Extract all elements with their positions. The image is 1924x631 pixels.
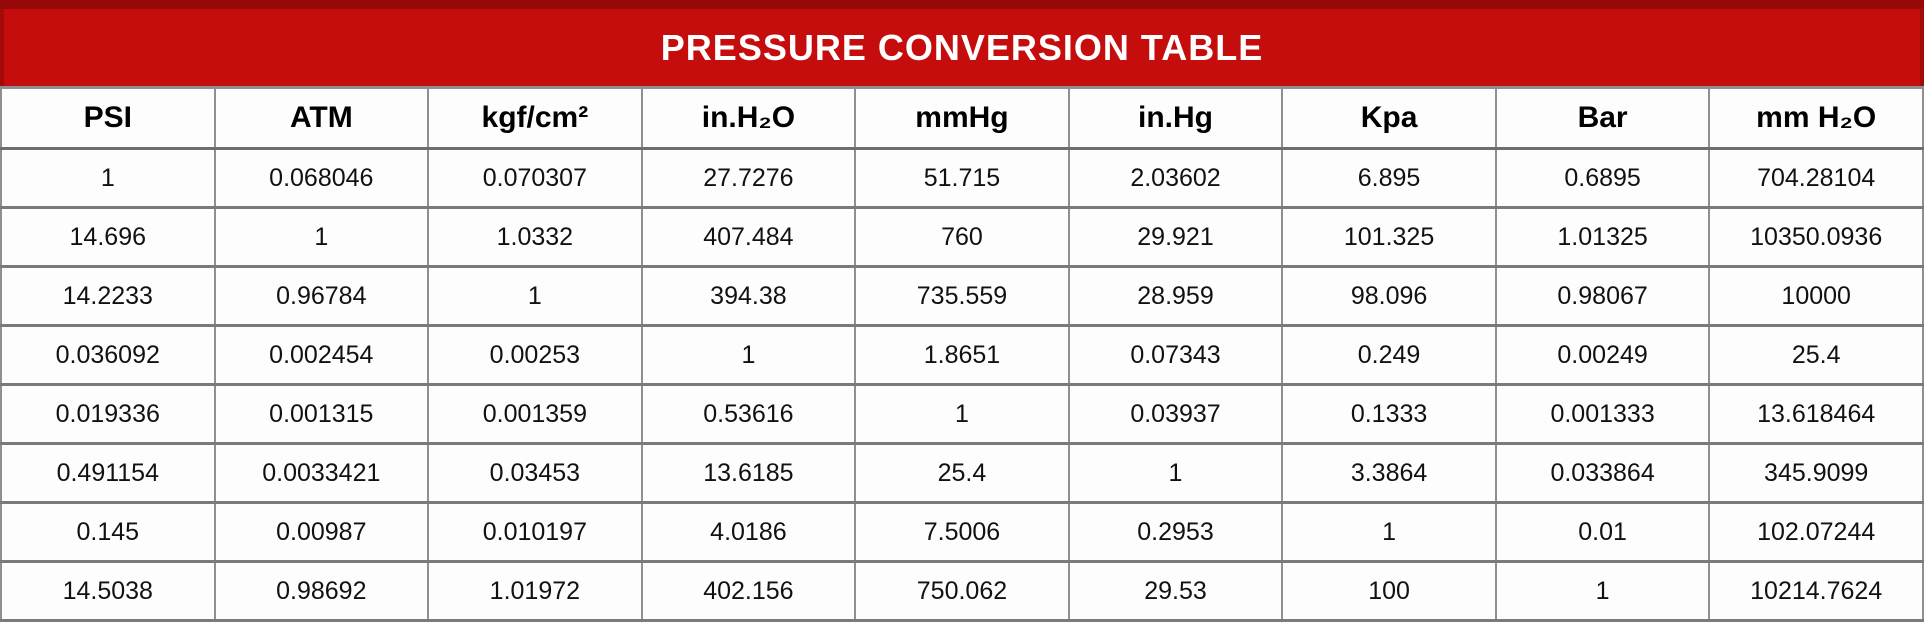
table-cell: 1.01325 [1494,207,1711,267]
table-cell: 14.696 [0,207,216,267]
table-cell: 0.00249 [1494,325,1711,385]
table-row: 0.491154 0.0033421 0.03453 13.6185 25.4 1 3.38… [0,443,1924,503]
table-cell: 25.4 [854,443,1070,503]
table-cell: 51.715 [854,148,1070,208]
table-cell: 1 [640,325,857,385]
table-cell: 0.002454 [213,325,430,385]
table-cell: 1.0332 [427,207,643,267]
table-cell: 0.07343 [1067,325,1284,385]
table-cell: 1 [1494,561,1711,621]
table-cell: 394.38 [640,266,857,326]
table-cell: 0.00987 [213,502,430,562]
table-cell: 2.03602 [1067,148,1284,208]
pressure-conversion-table: PSI ATM kgf/cm² in.H₂O mmHg in.Hg Kpa Bar mm H₂O… [0,86,1924,622]
table-cell: 3.3864 [1281,443,1497,503]
table-cell: 1 [854,384,1070,444]
table-cell: 1 [427,266,643,326]
table-cell: 0.1333 [1281,384,1497,444]
table-cell: 10350.0936 [1708,207,1924,267]
table-cell: 0.03937 [1067,384,1284,444]
table-cell: 1 [1281,502,1497,562]
table-cell: 14.2233 [0,266,216,326]
title-banner: PRESSURE CONVERSION TABLE [0,0,1924,86]
table-cell: 13.618464 [1708,384,1924,444]
table-cell: 25.4 [1708,325,1924,385]
table-cell: 0.036092 [0,325,216,385]
table-cell: 10000 [1708,266,1924,326]
table-cell: 10214.7624 [1708,561,1924,621]
table-cell: 0.033864 [1494,443,1711,503]
table-cell: 27.7276 [640,148,857,208]
table-cell: 0.96784 [213,266,430,326]
header-row: PSI ATM kgf/cm² in.H₂O mmHg in.Hg Kpa Bar mm H₂O [0,87,1924,149]
table-cell: 0.001333 [1494,384,1711,444]
column-header: PSI [0,87,216,149]
table-cell: 13.6185 [640,443,857,503]
table-cell: 0.019336 [0,384,216,444]
column-header: Bar [1494,87,1711,149]
table-cell: 735.559 [854,266,1070,326]
table-row: 0.019336 0.001315 0.001359 0.53616 1 0.03937 0… [0,384,1924,444]
column-header: mm H₂O [1708,87,1924,149]
column-header: ATM [213,87,430,149]
table-cell: 0.98067 [1494,266,1711,326]
table-cell: 0.145 [0,502,216,562]
table-cell: 0.010197 [427,502,643,562]
table-cell: 345.9099 [1708,443,1924,503]
table-cell: 704.28104 [1708,148,1924,208]
table-cell: 0.070307 [427,148,643,208]
table-cell: 0.001359 [427,384,643,444]
table-row: 14.696 1 1.0332 407.484 760 29.921 101.325 1.01… [0,207,1924,267]
column-header: mmHg [854,87,1070,149]
column-header: in.H₂O [640,87,857,149]
table-cell: 760 [854,207,1070,267]
column-header: in.Hg [1067,87,1284,149]
column-header: kgf/cm² [427,87,643,149]
table-cell: 0.53616 [640,384,857,444]
table-cell: 407.484 [640,207,857,267]
table-cell: 0.068046 [213,148,430,208]
table-cell: 0.2953 [1067,502,1284,562]
table-cell: 102.07244 [1708,502,1924,562]
table-cell: 402.156 [640,561,857,621]
table-row: 14.2233 0.96784 1 394.38 735.559 28.959 98.096… [0,266,1924,326]
table-cell: 0.491154 [0,443,216,503]
table-cell: 7.5006 [854,502,1070,562]
table-row: 0.145 0.00987 0.010197 4.0186 7.5006 0.2953 1 0… [0,502,1924,562]
table-cell: 14.5038 [0,561,216,621]
table-cell: 4.0186 [640,502,857,562]
table-row: 0.036092 0.002454 0.00253 1 1.8651 0.07343 0.2… [0,325,1924,385]
table-cell: 0.00253 [427,325,643,385]
table-cell: 0.0033421 [213,443,430,503]
table-cell: 0.98692 [213,561,430,621]
table-cell: 28.959 [1067,266,1284,326]
table-cell: 100 [1281,561,1497,621]
table-cell: 0.01 [1494,502,1711,562]
table-cell: 98.096 [1281,266,1497,326]
table-row: 14.5038 0.98692 1.01972 402.156 750.062 29.53… [0,561,1924,621]
table-cell: 1.01972 [427,561,643,621]
table-cell: 750.062 [854,561,1070,621]
table-cell: 1.8651 [854,325,1070,385]
table-cell: 1 [0,148,216,208]
table-cell: 29.53 [1067,561,1284,621]
table-cell: 0.6895 [1494,148,1711,208]
table-cell: 0.001315 [213,384,430,444]
table-cell: 6.895 [1281,148,1497,208]
table-body: 1 0.068046 0.070307 27.7276 51.715 2.03602 6.8… [0,148,1924,621]
table-cell: 0.03453 [427,443,643,503]
table-cell: 1 [1067,443,1284,503]
page-title: PRESSURE CONVERSION TABLE [660,26,1264,68]
table-cell: 101.325 [1281,207,1497,267]
table-cell: 0.249 [1281,325,1497,385]
column-header: Kpa [1281,87,1497,149]
table-cell: 29.921 [1067,207,1284,267]
table-cell: 1 [213,207,430,267]
table-row: 1 0.068046 0.070307 27.7276 51.715 2.03602 6.8… [0,148,1924,208]
